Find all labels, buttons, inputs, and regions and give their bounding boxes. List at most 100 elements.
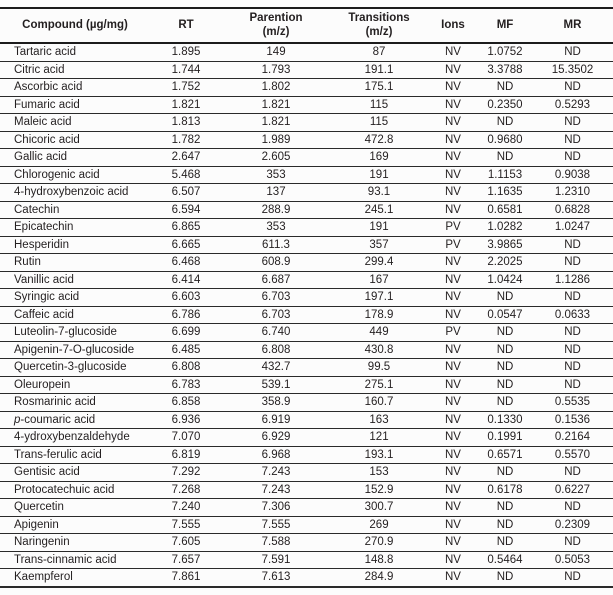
table-row: Syringic acid 6.603 6.703 197.1 NV ND ND	[0, 288, 613, 307]
table-row: Kaempferol 7.861 7.613 284.9 NV ND ND	[0, 568, 613, 588]
value-cell: 7.591	[222, 551, 330, 569]
table-row: Quercetin 7.240 7.306 300.7 NV ND ND	[0, 498, 613, 517]
value-cell: 99.5	[330, 358, 428, 377]
value-cell: 0.5535	[532, 393, 613, 412]
value-cell: 0.5293	[532, 96, 613, 114]
table-row: Trans-cinnamic acid 7.657 7.591 148.8 NV 0.54…	[0, 551, 613, 569]
value-cell: NV	[428, 43, 478, 62]
value-cell: 167	[330, 271, 428, 289]
table-row: Gentisic acid 7.292 7.243 153 NV ND ND	[0, 463, 613, 482]
table-row: Naringenin 7.605 7.588 270.9 NV ND ND	[0, 533, 613, 552]
value-cell: 6.507	[150, 183, 222, 202]
value-cell: PV	[428, 236, 478, 254]
value-cell: 153	[330, 463, 428, 482]
value-cell: 191	[330, 166, 428, 184]
value-cell: 7.292	[150, 463, 222, 482]
value-cell: 178.9	[330, 306, 428, 324]
value-cell: 1.744	[150, 61, 222, 79]
compound-name-cell: Rosmarinic acid	[0, 393, 150, 412]
value-cell: ND	[532, 78, 613, 97]
compound-name-cell: Ascorbic acid	[0, 78, 150, 97]
value-cell: 6.414	[150, 271, 222, 289]
value-cell: 1.0247	[532, 218, 613, 237]
table-row: Protocatechuic acid 7.268 7.243 152.9 NV 0.61…	[0, 481, 613, 499]
value-cell: ND	[478, 78, 532, 97]
compound-name-cell: Trans-ferulic acid	[0, 446, 150, 464]
value-cell: 7.268	[150, 481, 222, 499]
table-row: Vanillic acid 6.414 6.687 167 NV 1.0424 1.1286	[0, 271, 613, 289]
value-cell: ND	[532, 323, 613, 342]
value-cell: NV	[428, 306, 478, 324]
value-cell: 7.613	[222, 568, 330, 588]
value-cell: 611.3	[222, 236, 330, 254]
value-cell: 0.6571	[478, 446, 532, 464]
value-cell: NV	[428, 271, 478, 289]
value-cell: 7.555	[222, 516, 330, 534]
value-cell: 0.9038	[532, 166, 613, 184]
compound-name-cell: Tartaric acid	[0, 43, 150, 62]
value-cell: 0.0633	[532, 306, 613, 324]
value-cell: ND	[532, 148, 613, 167]
value-cell: 6.594	[150, 201, 222, 219]
value-cell: 6.783	[150, 376, 222, 394]
value-cell: ND	[478, 376, 532, 394]
value-cell: 0.5570	[532, 446, 613, 464]
value-cell: 1.821	[150, 96, 222, 114]
value-cell: 357	[330, 236, 428, 254]
column-header-label: Compound (µg/mg)	[22, 18, 128, 31]
table-row: Hesperidin 6.665 611.3 357 PV 3.9865 ND	[0, 236, 613, 254]
value-cell: 163	[330, 411, 428, 429]
table-row: Maleic acid 1.813 1.821 115 NV ND ND	[0, 113, 613, 132]
value-cell: ND	[532, 376, 613, 394]
value-cell: 5.468	[150, 166, 222, 184]
value-cell: 121	[330, 428, 428, 447]
value-cell: 169	[330, 148, 428, 167]
value-cell: NV	[428, 551, 478, 569]
table-row: 4-hydroxybenzoic acid 6.507 137 93.1 NV 1.163…	[0, 183, 613, 202]
value-cell: ND	[478, 288, 532, 307]
value-cell: ND	[532, 131, 613, 149]
table-row: Caffeic acid 6.786 6.703 178.9 NV 0.0547 0.063…	[0, 306, 613, 324]
value-cell: ND	[532, 288, 613, 307]
value-cell: 0.2309	[532, 516, 613, 534]
value-cell: ND	[478, 323, 532, 342]
value-cell: 1.989	[222, 131, 330, 149]
value-cell: NV	[428, 183, 478, 202]
value-cell: 7.588	[222, 533, 330, 552]
value-cell: 6.786	[150, 306, 222, 324]
value-cell: 7.243	[222, 463, 330, 482]
value-cell: NV	[428, 113, 478, 132]
value-cell: ND	[532, 43, 613, 62]
value-cell: NV	[428, 358, 478, 377]
value-cell: 472.8	[330, 131, 428, 149]
column-header-label: MF	[496, 18, 514, 31]
compound-name-cell: Maleic acid	[0, 113, 150, 132]
value-cell: ND	[532, 236, 613, 254]
value-cell: 87	[330, 43, 428, 62]
value-cell: NV	[428, 568, 478, 588]
value-cell: 449	[330, 323, 428, 342]
compound-name-cell: Trans-cinnamic acid	[0, 551, 150, 569]
value-cell: 6.687	[222, 271, 330, 289]
value-cell: NV	[428, 253, 478, 272]
compound-name-cell: 4-ydroxybenzaldehyde	[0, 428, 150, 447]
value-cell: 6.703	[222, 306, 330, 324]
compound-name-cell: Luteolin-7-glucoside	[0, 323, 150, 342]
table-header: Compound (µg/mg) RT Parention (m/z) Tran…	[0, 7, 613, 44]
value-cell: NV	[428, 201, 478, 219]
value-cell: 1.782	[150, 131, 222, 149]
value-cell: 1.0282	[478, 218, 532, 237]
value-cell: ND	[478, 341, 532, 359]
value-cell: NV	[428, 96, 478, 114]
value-cell: 197.1	[330, 288, 428, 307]
value-cell: 0.2350	[478, 96, 532, 114]
column-header-label: Ions	[441, 18, 465, 31]
value-cell: 1.0752	[478, 43, 532, 62]
value-cell: 7.243	[222, 481, 330, 499]
value-cell: ND	[478, 148, 532, 167]
value-cell: 432.7	[222, 358, 330, 377]
column-header-transitions: Transitions (m/z)	[330, 7, 428, 44]
value-cell: NV	[428, 428, 478, 447]
table-row: Apigenin-7-O-glucoside 6.485 6.808 430.8 NV N…	[0, 341, 613, 359]
value-cell: 6.858	[150, 393, 222, 412]
